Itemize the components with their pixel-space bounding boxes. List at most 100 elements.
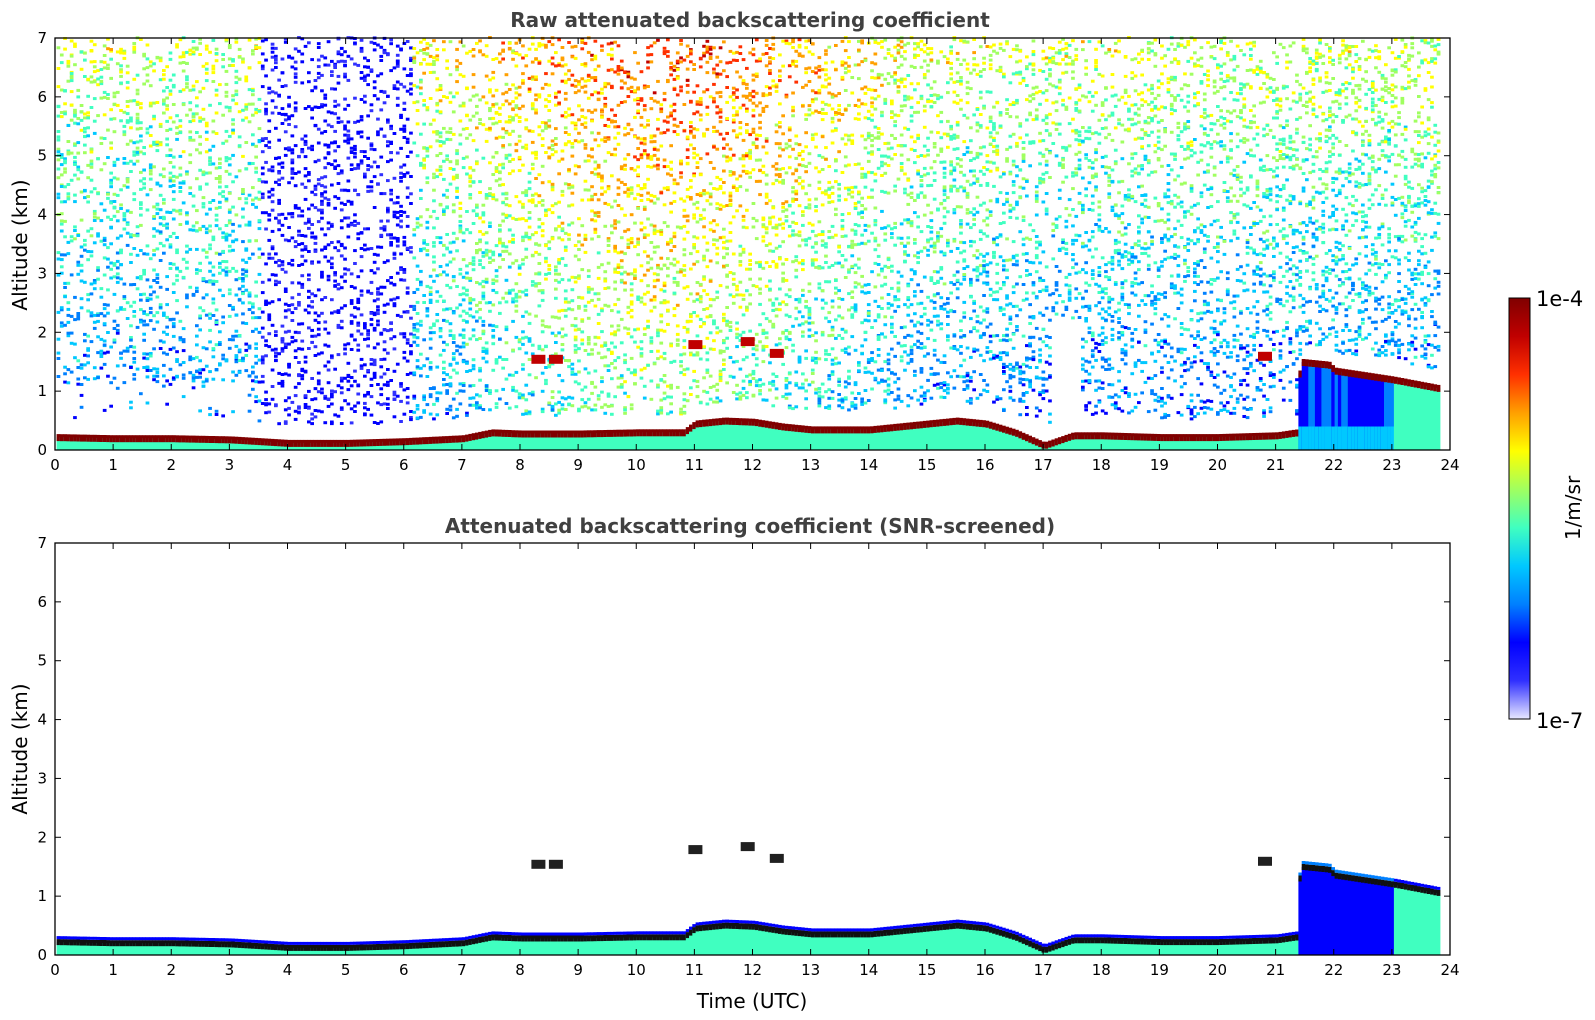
noise-speckle	[488, 408, 492, 412]
noise-speckle	[511, 319, 515, 323]
noise-speckle	[369, 377, 374, 381]
noise-speckle	[353, 151, 357, 155]
noise-speckle	[445, 273, 449, 277]
noise-speckle	[537, 289, 542, 293]
boundary-layer-fill	[69, 437, 74, 450]
boundary-layer-top	[501, 429, 505, 437]
noise-speckle	[204, 67, 209, 71]
noise-speckle	[544, 98, 548, 102]
noise-speckle	[152, 101, 156, 105]
noise-speckle	[139, 275, 143, 278]
noise-speckle	[468, 49, 473, 53]
noise-speckle	[603, 287, 608, 290]
noise-speckle	[488, 309, 492, 313]
noise-speckle	[395, 59, 400, 63]
boundary-layer-fill	[224, 439, 229, 450]
noise-speckle	[214, 206, 219, 210]
noise-speckle	[366, 157, 370, 160]
noise-speckle	[544, 104, 548, 108]
noise-speckle	[415, 221, 420, 225]
noise-speckle	[349, 163, 354, 167]
noise-speckle	[481, 294, 486, 298]
noise-speckle	[600, 307, 604, 311]
boundary-layer-top	[119, 435, 123, 443]
boundary-layer-top	[395, 438, 400, 446]
boundary-layer-top	[260, 438, 265, 446]
noise-speckle	[395, 216, 400, 220]
noise-speckle	[580, 77, 585, 81]
boundary-layer-fill	[465, 437, 469, 450]
noise-speckle	[320, 216, 324, 220]
noise-speckle	[227, 57, 232, 61]
noise-speckle	[530, 283, 535, 287]
noise-speckle	[119, 74, 123, 78]
noise-speckle	[330, 395, 334, 399]
noise-speckle	[218, 343, 222, 346]
noise-speckle	[415, 264, 420, 268]
noise-speckle	[402, 163, 407, 167]
noise-speckle	[652, 245, 657, 249]
noise-speckle	[208, 229, 212, 233]
noise-speckle	[626, 246, 631, 249]
noise-speckle	[369, 147, 374, 151]
noise-speckle	[468, 369, 473, 373]
boundary-layer-fill	[79, 437, 84, 450]
noise-speckle	[603, 201, 608, 205]
noise-speckle	[382, 48, 387, 52]
noise-speckle	[86, 94, 90, 98]
noise-speckle	[63, 167, 67, 171]
noise-speckle	[165, 222, 169, 226]
noise-speckle	[56, 85, 61, 89]
noise-speckle	[66, 64, 71, 68]
noise-speckle	[139, 318, 143, 322]
noise-speckle	[343, 399, 347, 403]
noise-speckle	[517, 264, 522, 268]
noise-speckle	[623, 167, 627, 171]
noise-speckle	[260, 85, 265, 89]
noise-speckle	[422, 410, 426, 414]
noise-speckle	[557, 259, 561, 263]
noise-speckle	[346, 136, 351, 140]
noise-speckle	[218, 227, 222, 231]
noise-speckle	[234, 89, 239, 93]
noise-speckle	[419, 197, 423, 200]
boundary-layer-top	[267, 438, 272, 446]
noise-speckle	[524, 118, 529, 122]
noise-speckle	[99, 96, 104, 100]
noise-speckle	[129, 324, 133, 328]
noise-speckle	[165, 303, 169, 307]
noise-speckle	[221, 268, 225, 272]
noise-speckle	[471, 180, 476, 184]
noise-speckle	[507, 373, 512, 377]
noise-speckle	[343, 97, 347, 101]
noise-speckle	[629, 403, 634, 407]
noise-speckle	[231, 307, 235, 311]
noise-speckle	[511, 288, 515, 292]
noise-speckle	[488, 126, 492, 130]
noise-speckle	[405, 215, 410, 218]
noise-speckle	[402, 42, 407, 45]
noise-speckle	[191, 379, 196, 383]
noise-speckle	[135, 367, 140, 371]
noise-speckle	[491, 116, 496, 120]
noise-speckle	[346, 235, 351, 239]
noise-speckle	[359, 49, 364, 53]
noise-speckle	[521, 342, 525, 346]
noise-speckle	[422, 166, 426, 170]
noise-speckle	[73, 155, 77, 159]
noise-speckle	[530, 352, 535, 356]
noise-speckle	[560, 343, 565, 346]
noise-speckle	[458, 272, 463, 276]
noise-speckle	[359, 289, 364, 293]
noise-speckle	[102, 95, 107, 99]
noise-speckle	[412, 291, 417, 294]
noise-speckle	[158, 59, 163, 63]
noise-speckle	[606, 348, 611, 351]
noise-speckle	[619, 278, 624, 282]
noise-speckle	[165, 86, 169, 89]
noise-speckle	[530, 75, 535, 79]
noise-speckle	[201, 248, 206, 252]
noise-speckle	[603, 136, 608, 140]
noise-speckle	[63, 281, 67, 285]
noise-speckle	[438, 327, 443, 331]
